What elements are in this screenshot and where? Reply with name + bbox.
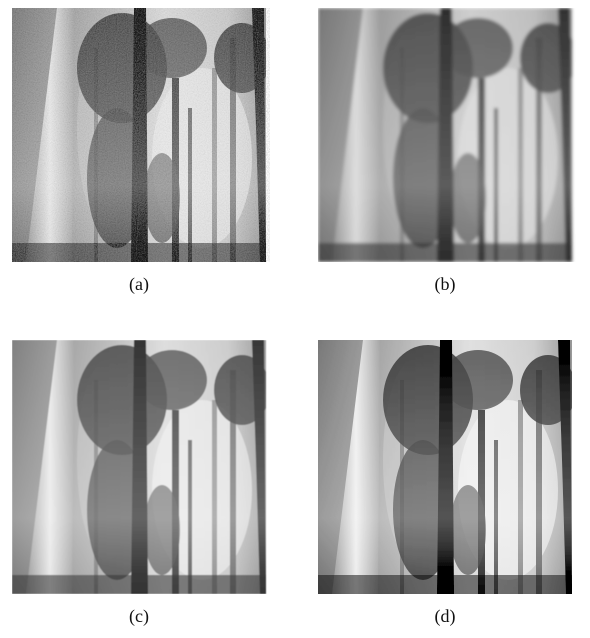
caption: (d) — [435, 606, 456, 627]
panel: (b) — [318, 8, 576, 295]
photo — [12, 340, 270, 594]
panel: (c) — [12, 340, 270, 627]
caption: (c) — [129, 606, 149, 627]
caption: (b) — [435, 274, 456, 295]
figure: (a) (b) (c) (d) — [0, 0, 590, 633]
panel: (d) — [318, 340, 576, 627]
photo — [318, 340, 576, 594]
photo — [12, 8, 270, 262]
panel: (a) — [12, 8, 270, 295]
photo — [318, 8, 576, 262]
caption: (a) — [129, 274, 149, 295]
